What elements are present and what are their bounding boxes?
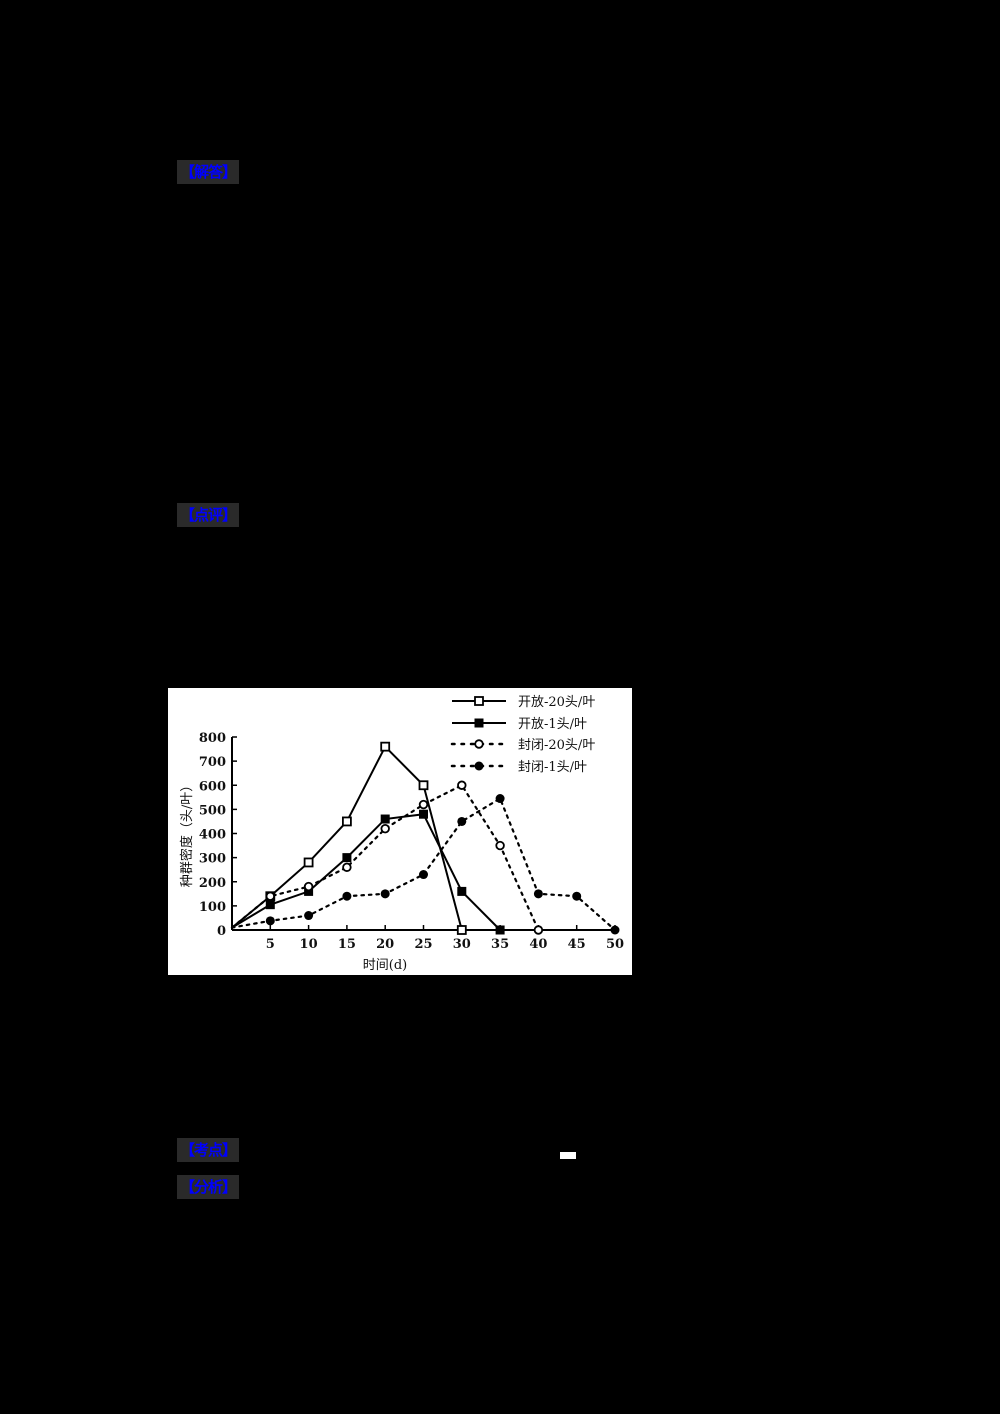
y-tick-label: 800 xyxy=(199,731,226,746)
blank-marker xyxy=(560,1152,576,1159)
x-axis-label: 时间(d) xyxy=(363,958,407,973)
y-axis-label: 种群密度（头/叶） xyxy=(179,779,195,887)
y-tick-label: 300 xyxy=(199,852,226,867)
legend-label: 封闭-1头/叶 xyxy=(518,760,587,775)
x-tick-label: 25 xyxy=(414,937,432,952)
y-tick-label: 0 xyxy=(217,924,226,939)
legend-item: 封闭-20头/叶 xyxy=(450,738,595,753)
legend-item: 封闭-1头/叶 xyxy=(450,760,587,775)
x-tick-label: 20 xyxy=(376,937,394,952)
x-tick-label: 5 xyxy=(266,937,275,952)
legend-label: 封闭-20头/叶 xyxy=(518,738,595,753)
x-tick-label: 10 xyxy=(300,937,318,952)
chart-legend: 开放-20头/叶开放-1头/叶封闭-20头/叶封闭-1头/叶 xyxy=(450,695,595,775)
section-label-jieda: 【解答】 xyxy=(177,160,239,184)
x-tick-label: 45 xyxy=(568,937,586,952)
x-tick-label: 30 xyxy=(453,937,471,952)
x-tick-label: 40 xyxy=(529,937,547,952)
x-tick-label: 15 xyxy=(338,937,356,952)
legend-label: 开放-1头/叶 xyxy=(518,717,587,732)
series-2 xyxy=(230,780,544,935)
legend-label: 开放-20头/叶 xyxy=(518,695,595,710)
y-tick-label: 400 xyxy=(199,828,226,843)
line-chart: 0 100 200 300 400 500 600 700 800 5 10 15 20 25 30 35 40… xyxy=(179,695,624,973)
section-label-fenxi: 【分析】 xyxy=(177,1175,239,1199)
x-tick-label: 35 xyxy=(491,937,509,952)
y-tick-label: 200 xyxy=(199,876,226,891)
series-1 xyxy=(231,809,505,935)
x-tick-label: 50 xyxy=(606,937,624,952)
section-label-dianping: 【点评】 xyxy=(177,503,239,527)
chart-axes: 0 100 200 300 400 500 600 700 800 5 10 15 20 25 30 35 40… xyxy=(199,731,624,952)
y-tick-label: 600 xyxy=(199,779,226,794)
y-tick-label: 100 xyxy=(199,900,226,915)
series-3 xyxy=(230,794,620,935)
population-density-chart: 0 100 200 300 400 500 600 700 800 5 10 15 20 25 30 35 40… xyxy=(168,688,632,975)
legend-item: 开放-1头/叶 xyxy=(452,717,587,732)
section-label-kaodian: 【考点】 xyxy=(177,1138,239,1162)
y-tick-label: 500 xyxy=(199,803,226,818)
legend-item: 开放-20头/叶 xyxy=(452,695,595,710)
y-tick-label: 700 xyxy=(199,755,226,770)
chart-series xyxy=(230,741,620,935)
